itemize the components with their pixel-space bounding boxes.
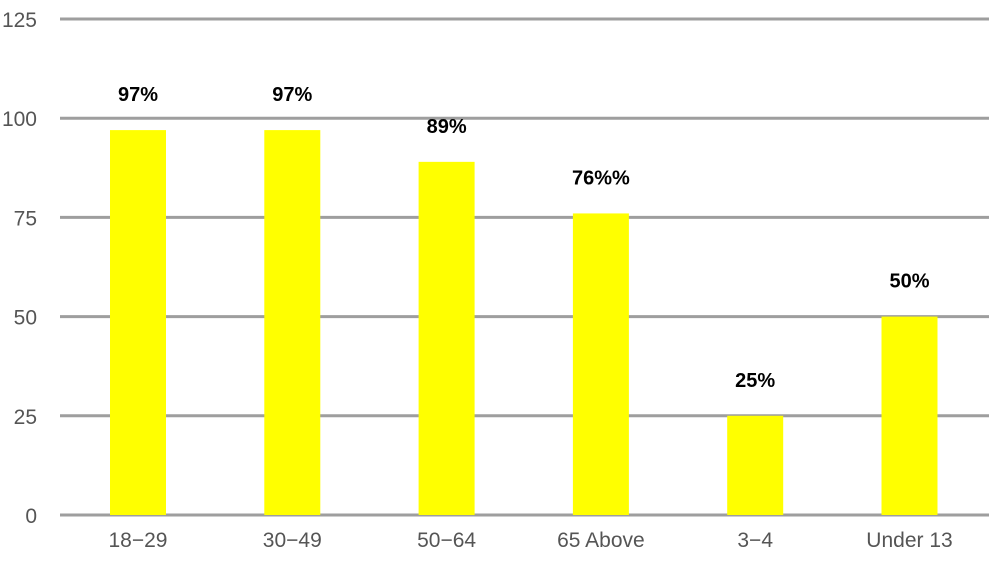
- data-label: 97%: [272, 84, 312, 106]
- bar: [572, 213, 629, 515]
- bar: [727, 415, 784, 515]
- data-label: 25%: [735, 370, 775, 392]
- y-tick-label: 125: [2, 9, 37, 32]
- y-tick-label: 75: [14, 207, 37, 230]
- x-axis-ticks: 18−29 30−49 50−64 65 Above 3−4 Under 13: [109, 529, 953, 552]
- y-tick-label: 25: [14, 406, 37, 429]
- data-label: 89%: [427, 116, 467, 138]
- x-tick-label: 50−64: [417, 529, 476, 552]
- bar: [264, 130, 321, 515]
- x-tick-label: 65 Above: [557, 529, 645, 552]
- x-tick-label: Under 13: [866, 529, 952, 552]
- x-tick-label: 18−29: [109, 529, 168, 552]
- y-tick-label: 0: [25, 505, 37, 528]
- bar: [881, 316, 938, 515]
- data-label: 76%%: [572, 167, 630, 189]
- gridlines: [60, 17, 989, 517]
- data-label: 50%: [889, 271, 929, 293]
- y-axis-ticks: 0 25 50 75 100 125: [2, 9, 37, 528]
- y-tick-label: 50: [14, 307, 37, 330]
- y-tick-label: 100: [2, 108, 37, 131]
- x-tick-label: 3−4: [737, 529, 773, 552]
- x-tick-label: 30−49: [263, 529, 322, 552]
- data-label: 97%: [118, 84, 158, 106]
- bar: [418, 161, 475, 515]
- data-labels: 97% 97% 89% 76%% 25% 50%: [118, 84, 930, 392]
- bar: [110, 130, 166, 515]
- bars: [110, 130, 938, 515]
